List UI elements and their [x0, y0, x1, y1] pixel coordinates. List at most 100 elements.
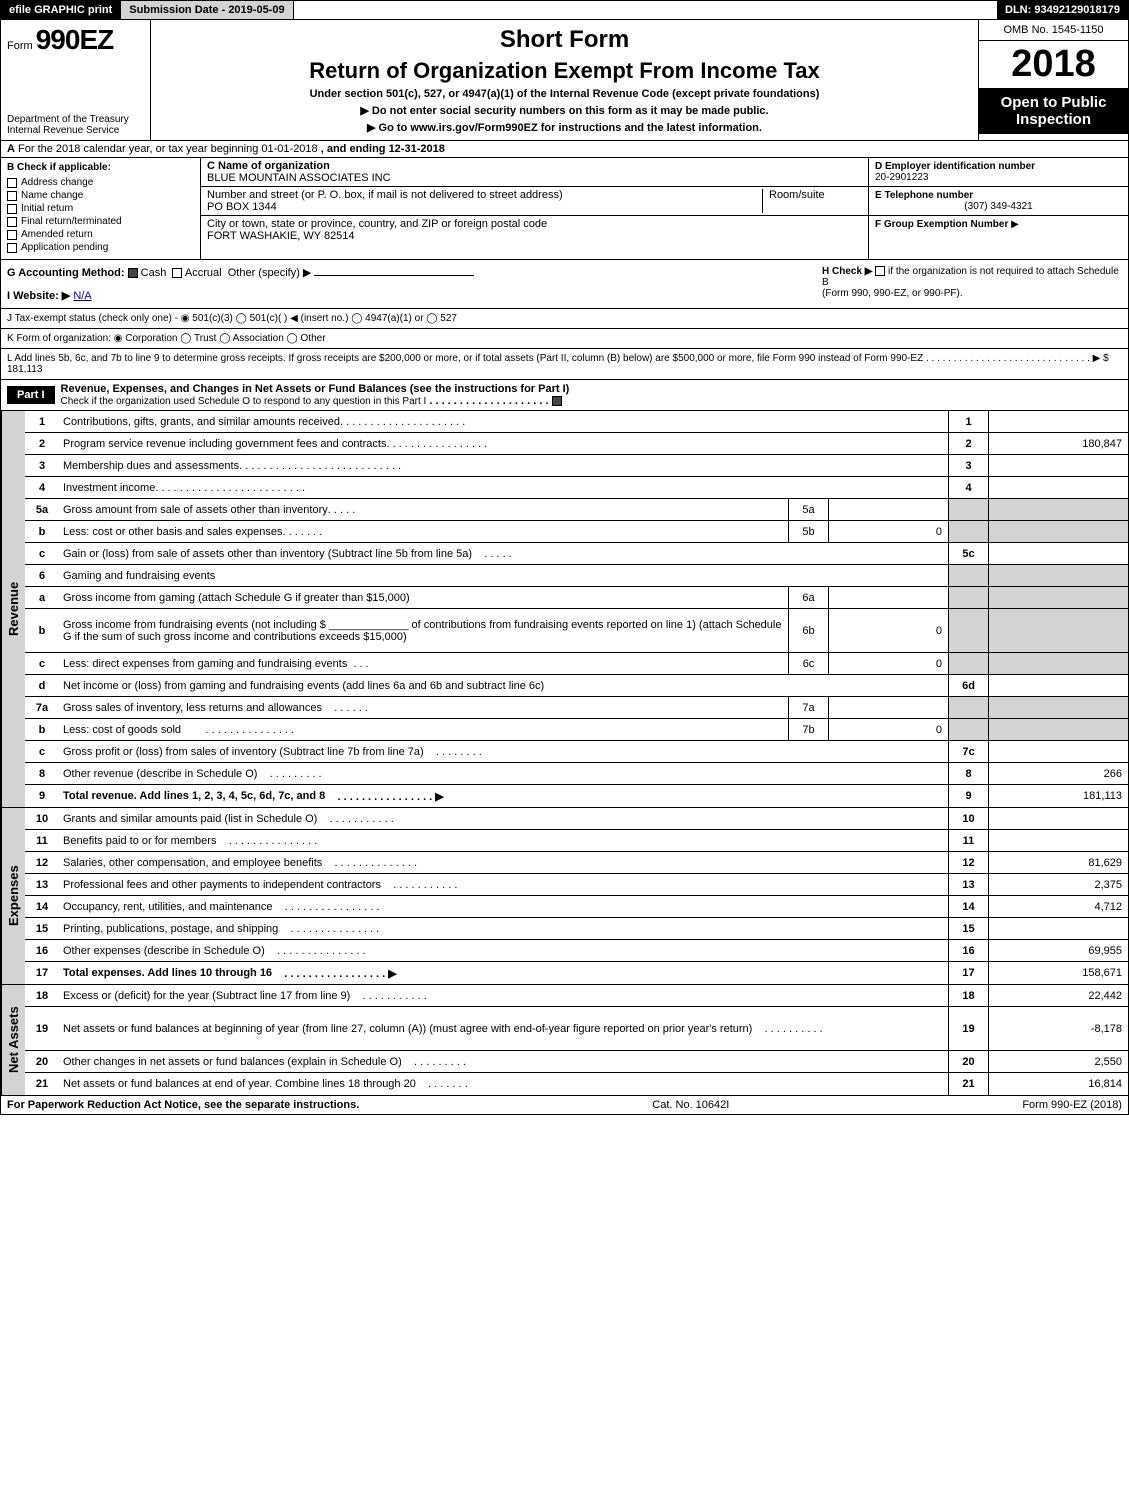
line12-desc: Salaries, other compensation, and employ…	[59, 852, 948, 873]
org-name: BLUE MOUNTAIN ASSOCIATES INC	[207, 172, 862, 184]
line9-desc: Total revenue. Add lines 1, 2, 3, 4, 5c,…	[59, 785, 948, 807]
chk-application-pending[interactable]: Application pending	[7, 242, 194, 253]
line6c-sv: 0	[828, 653, 948, 674]
line18-mn: 18	[948, 985, 988, 1006]
line6d-num: d	[25, 675, 59, 696]
revenue-sidebar: Revenue	[1, 411, 25, 807]
line17-mn: 17	[948, 962, 988, 984]
header-left: Form 990EZ Department of the Treasury In…	[1, 20, 151, 140]
omb-number: OMB No. 1545-1150	[979, 20, 1128, 41]
do-not-enter-text: ▶ Do not enter social security numbers o…	[161, 104, 968, 117]
group-exemption-arrow: ▶	[1011, 219, 1019, 230]
line14-num: 14	[25, 896, 59, 917]
line5b-sv: 0	[828, 521, 948, 542]
line11-mn: 11	[948, 830, 988, 851]
revenue-section: Revenue 1Contributions, gifts, grants, a…	[0, 411, 1129, 808]
line7b-sv: 0	[828, 719, 948, 740]
line8-desc: Other revenue (describe in Schedule O) .…	[59, 763, 948, 784]
line6c-desc: Less: direct expenses from gaming and fu…	[59, 653, 788, 674]
line1-mn: 1	[948, 411, 988, 432]
chk-accrual[interactable]	[172, 268, 182, 278]
other-specify: Other (specify) ▶	[228, 267, 312, 279]
line16-desc: Other expenses (describe in Schedule O) …	[59, 940, 948, 961]
ein-value: 20-2901223	[875, 172, 1122, 183]
line1-desc: Contributions, gifts, grants, and simila…	[59, 411, 948, 432]
line8-mv: 266	[988, 763, 1128, 784]
line10-mn: 10	[948, 808, 988, 829]
line10-desc: Grants and similar amounts paid (list in…	[59, 808, 948, 829]
line15-mv	[988, 918, 1128, 939]
line21-mn: 21	[948, 1073, 988, 1095]
line3-mv	[988, 455, 1128, 476]
line17-mv: 158,671	[988, 962, 1128, 984]
line5c-mn: 5c	[948, 543, 988, 564]
line13-mv: 2,375	[988, 874, 1128, 895]
line7a-desc: Gross sales of inventory, less returns a…	[59, 697, 788, 718]
line7b-desc: Less: cost of goods sold . . . . . . . .…	[59, 719, 788, 740]
line13-num: 13	[25, 874, 59, 895]
line6b-sv: 0	[828, 609, 948, 652]
line5b-desc: Less: cost or other basis and sales expe…	[59, 521, 788, 542]
line5a-desc: Gross amount from sale of assets other t…	[59, 499, 788, 520]
line15-mn: 15	[948, 918, 988, 939]
efile-print-button[interactable]: efile GRAPHIC print	[1, 1, 121, 19]
line5a-grey2	[988, 499, 1128, 520]
line5c-num: c	[25, 543, 59, 564]
form-number: 990EZ	[36, 24, 114, 55]
line11-mv	[988, 830, 1128, 851]
line2-desc: Program service revenue including govern…	[59, 433, 948, 454]
line9-mv: 181,113	[988, 785, 1128, 807]
chk-schedule-o[interactable]	[552, 396, 562, 406]
line5a-num: 5a	[25, 499, 59, 520]
part1-subtitle: Check if the organization used Schedule …	[61, 396, 427, 407]
line12-mn: 12	[948, 852, 988, 873]
line7c-mv	[988, 741, 1128, 762]
line8-num: 8	[25, 763, 59, 784]
h-check-label: H Check ▶	[822, 266, 872, 277]
line7c-num: c	[25, 741, 59, 762]
city-value: FORT WASHAKIE, WY 82514	[207, 230, 862, 242]
line21-mv: 16,814	[988, 1073, 1128, 1095]
line5a-sv	[828, 499, 948, 520]
chk-cash[interactable]	[128, 268, 138, 278]
line6a-sc: 6a	[788, 587, 828, 608]
line4-num: 4	[25, 477, 59, 498]
line3-mn: 3	[948, 455, 988, 476]
website-link[interactable]: N/A	[73, 290, 91, 302]
go-to-link[interactable]: ▶ Go to www.irs.gov/Form990EZ for instru…	[161, 121, 968, 134]
short-form-title: Short Form	[161, 26, 968, 54]
line5a-grey	[948, 499, 988, 520]
cat-number: Cat. No. 10642I	[652, 1099, 729, 1111]
line16-mv: 69,955	[988, 940, 1128, 961]
org-name-label: C Name of organization	[207, 160, 862, 172]
group-exemption-label: F Group Exemption Number	[875, 219, 1008, 230]
line6a-sv	[828, 587, 948, 608]
city-label: City or town, state or province, country…	[207, 218, 862, 230]
phone-label: E Telephone number	[875, 190, 1122, 201]
accrual-label: Accrual	[185, 267, 222, 279]
line9-mn: 9	[948, 785, 988, 807]
chk-address-change[interactable]: Address change	[7, 177, 194, 188]
chk-name-change[interactable]: Name change	[7, 190, 194, 201]
line13-mn: 13	[948, 874, 988, 895]
line16-mn: 16	[948, 940, 988, 961]
dln-label: DLN: 93492129018179	[997, 1, 1128, 19]
chk-schedule-b[interactable]	[875, 266, 885, 276]
line7a-num: 7a	[25, 697, 59, 718]
chk-amended-return[interactable]: Amended return	[7, 229, 194, 240]
line7c-mn: 7c	[948, 741, 988, 762]
phone-value: (307) 349-4321	[875, 201, 1122, 212]
line5b-num: b	[25, 521, 59, 542]
chk-final-return[interactable]: Final return/terminated	[7, 216, 194, 227]
line12-num: 12	[25, 852, 59, 873]
line6a-num: a	[25, 587, 59, 608]
line6c-num: c	[25, 653, 59, 674]
line3-desc: Membership dues and assessments . . . . …	[59, 455, 948, 476]
chk-initial-return[interactable]: Initial return	[7, 203, 194, 214]
part1-title: Revenue, Expenses, and Changes in Net As…	[61, 383, 570, 395]
accounting-method-label: G Accounting Method:	[7, 267, 125, 279]
row-k: K Form of organization: ◉ Corporation ◯ …	[0, 329, 1129, 349]
line6b-desc: Gross income from fundraising events (no…	[59, 609, 788, 652]
part1-badge: Part I	[7, 386, 55, 404]
header-center: Short Form Return of Organization Exempt…	[151, 20, 978, 140]
